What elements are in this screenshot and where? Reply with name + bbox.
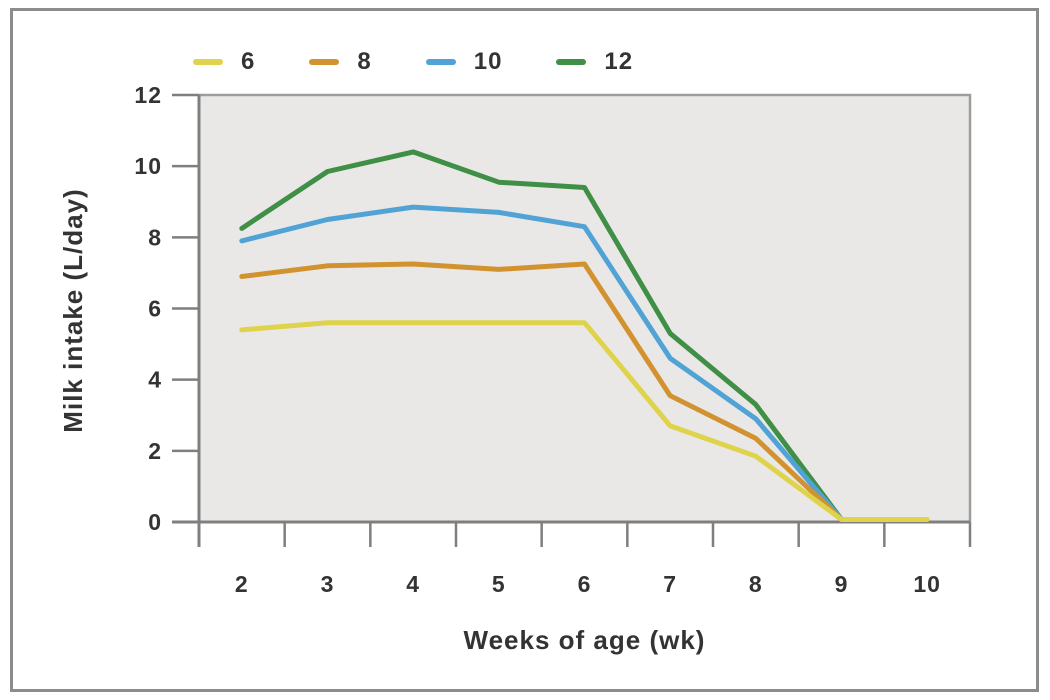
legend-label-8: 8: [357, 48, 372, 75]
legend-item-8: 8: [309, 48, 371, 76]
chart-legend: 6 8 10 12: [193, 48, 633, 76]
legend-item-12: 12: [556, 48, 633, 76]
y-tick-label: 2: [148, 438, 162, 464]
legend-swatch-8: [309, 59, 340, 65]
series-line-8: [239, 261, 844, 522]
x-tick-label: 7: [663, 571, 677, 597]
legend-label-6: 6: [241, 48, 256, 75]
y-tick-label: 6: [148, 296, 162, 322]
series-line-6: [239, 320, 930, 522]
legend-item-6: 6: [193, 48, 255, 76]
x-tick-label: 2: [235, 571, 249, 597]
legend-item-10: 10: [425, 48, 503, 76]
legend-swatch-6: [193, 59, 223, 65]
x-tick-label: 5: [492, 571, 506, 597]
y-tick-label: 0: [148, 509, 162, 535]
y-axis-title: Milk intake (L/day): [58, 188, 88, 432]
y-tick-label: 10: [134, 153, 162, 179]
y-tick-label: 12: [134, 82, 162, 108]
x-tick-label: 6: [578, 571, 592, 597]
y-tick-label: 8: [148, 224, 162, 250]
x-axis-title: Weeks of age (wk): [464, 625, 706, 655]
x-tick-label: 8: [749, 571, 763, 597]
x-tick-label: 4: [406, 571, 420, 597]
series-line-10: [239, 204, 844, 522]
y-tick-label: 4: [148, 367, 162, 393]
series-line-12: [239, 149, 844, 522]
x-tick-label: 10: [913, 571, 941, 597]
plot-border: [199, 93, 972, 522]
x-tick-label: 3: [321, 571, 335, 597]
x-tick-label: 9: [835, 571, 849, 597]
plot-area: [199, 95, 970, 522]
legend-swatch-10: [425, 59, 456, 65]
legend-label-12: 12: [604, 48, 634, 75]
legend-swatch-12: [556, 59, 587, 65]
legend-label-10: 10: [473, 48, 503, 75]
